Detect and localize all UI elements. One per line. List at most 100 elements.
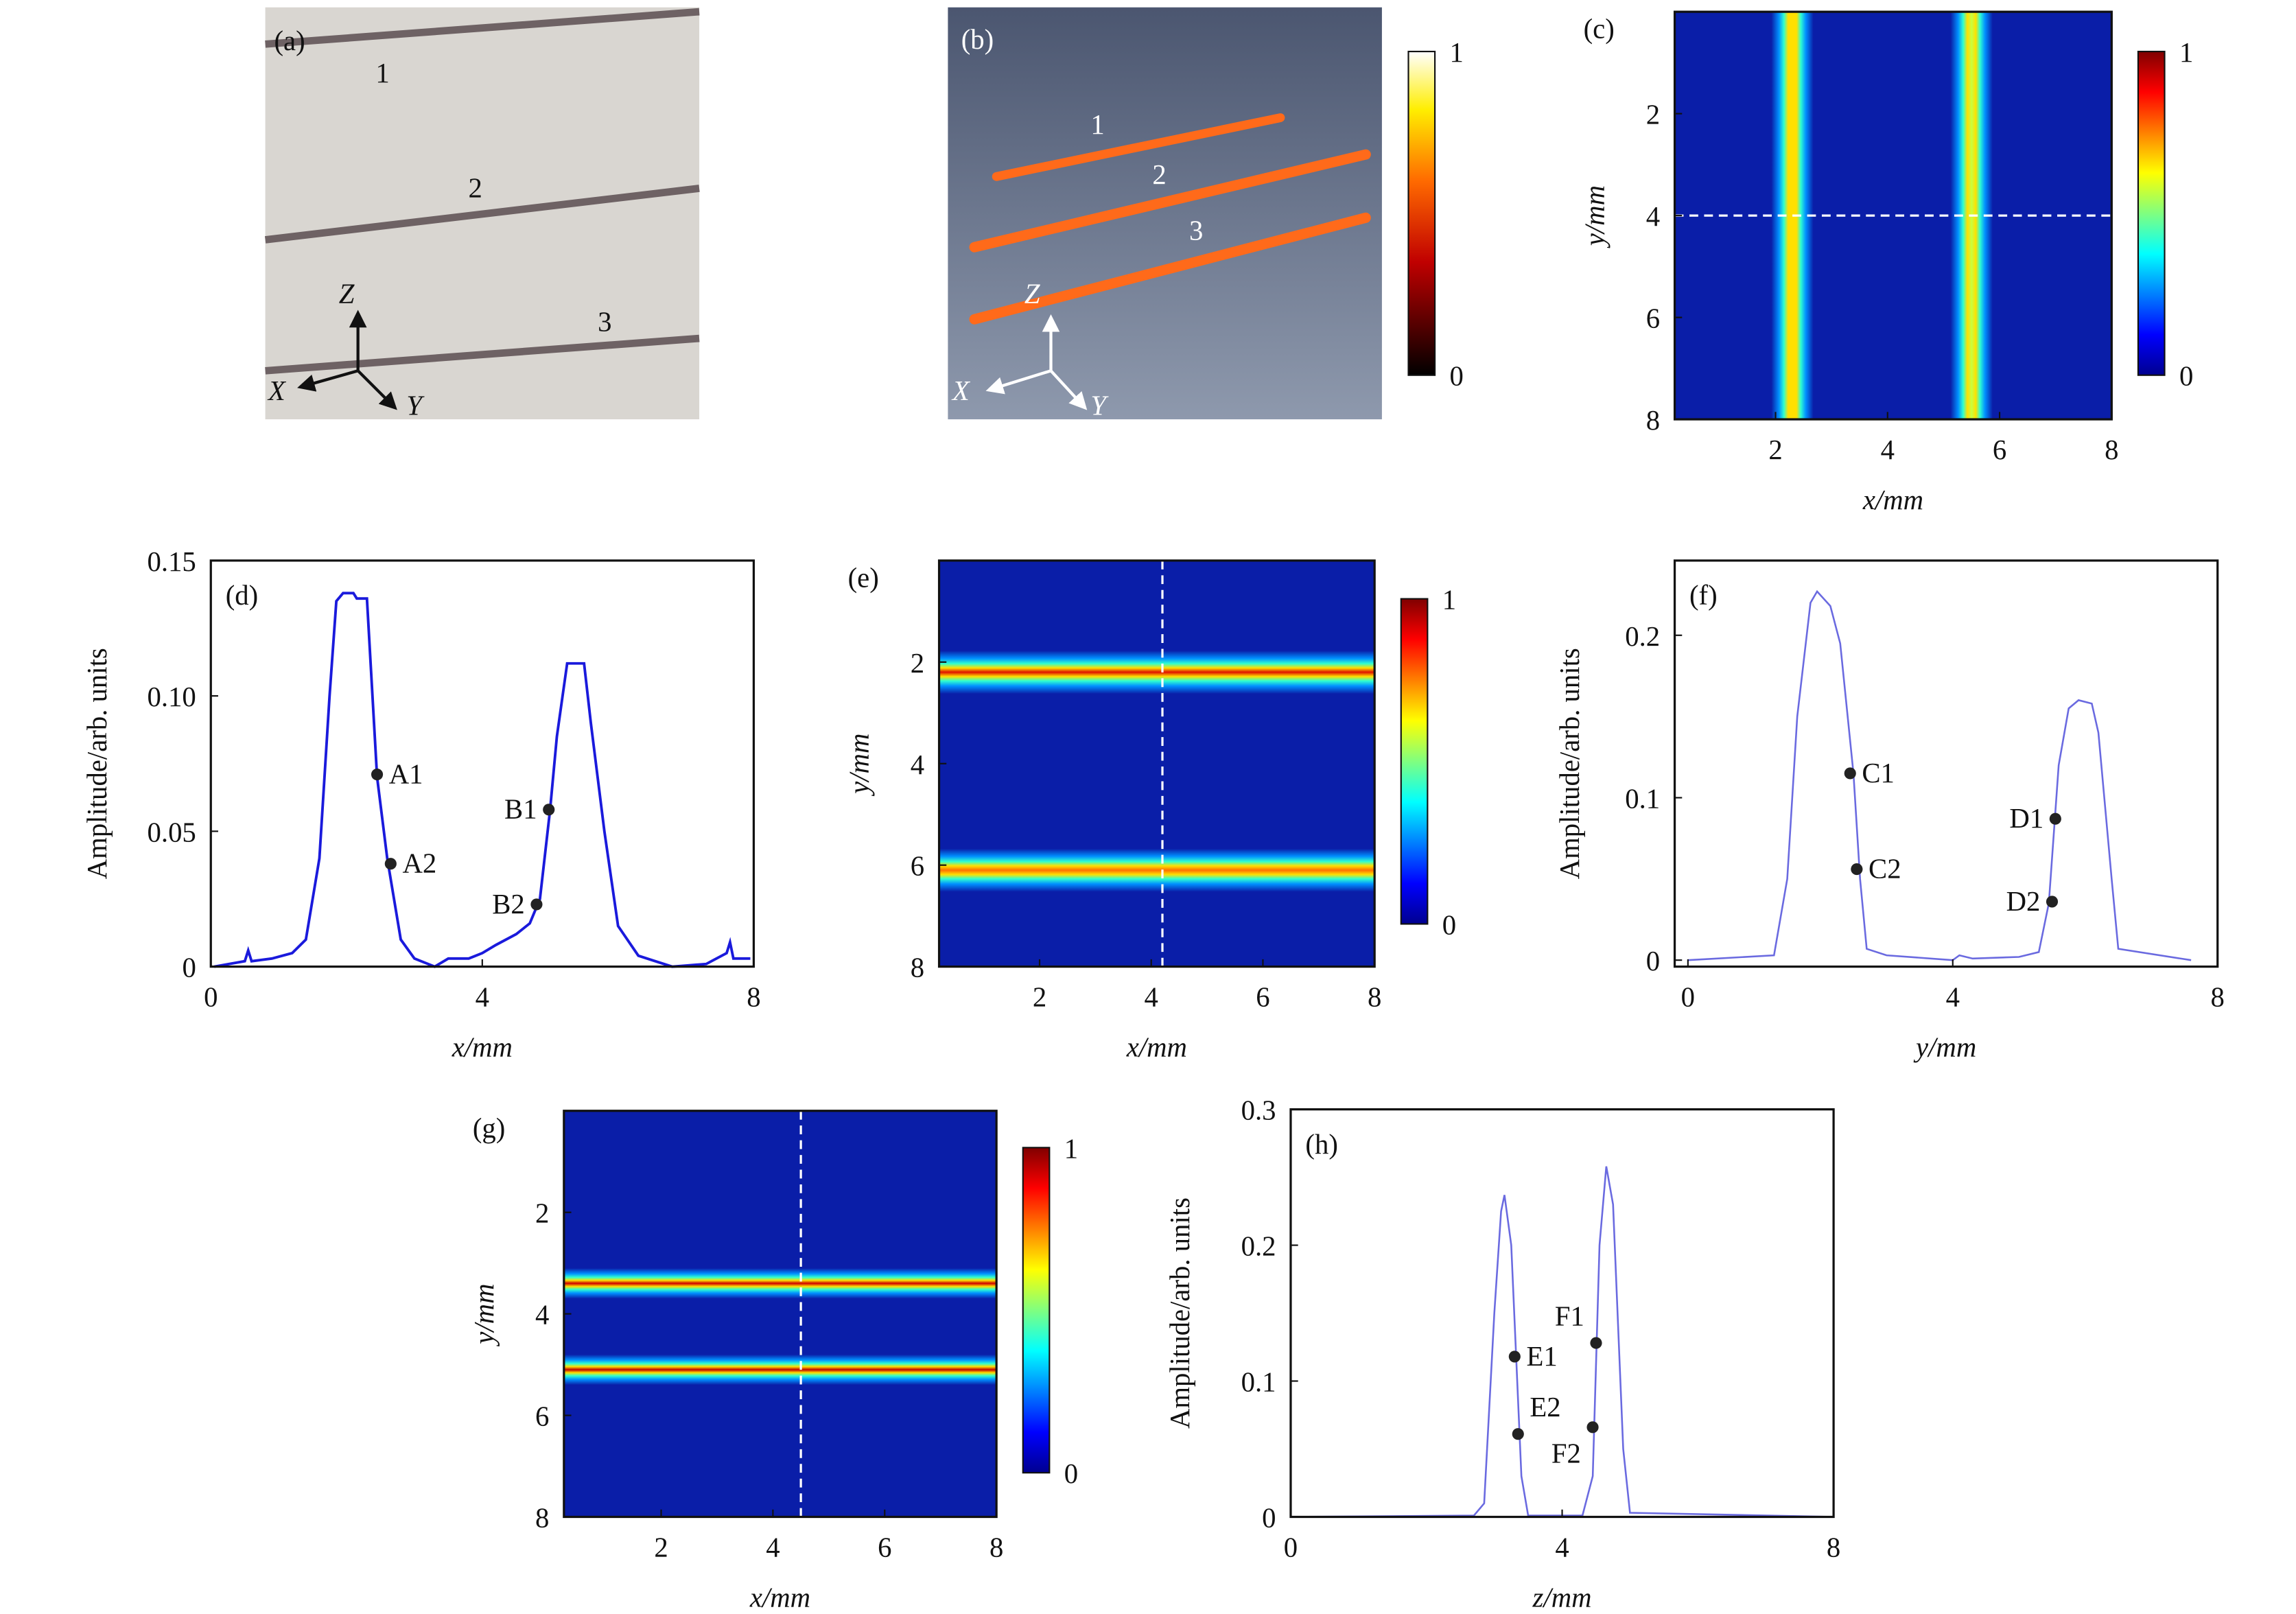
colorbar-tick-min: 0 [1442,909,1456,940]
channel-line-2 [264,185,700,244]
x-tick-label: 2 [654,1532,668,1563]
chart-panel-e: 1 0 (e) 2 4 6 8 2 4 6 8 x/mm y/mm [844,559,1456,1062]
data-marker-B1 [543,804,555,816]
y-tick-label: 4 [1646,201,1660,232]
y-tick-label: 0.10 [148,681,196,712]
marker-label: A2 [402,848,436,879]
chart-panel-c: 1 0 (c) 2 4 6 8 2 4 6 8 x/mm y/mm [1580,10,2193,515]
x-axis-title: y/mm [1913,1031,1976,1062]
heatmap-background [563,1110,997,1517]
x-tick-label: 6 [878,1532,891,1563]
data-marker-C1 [1844,767,1856,780]
colorbar-tick-min: 0 [1450,361,1464,392]
marker-label: C2 [1869,853,1901,884]
colorbar-tick-max: 1 [1064,1133,1078,1164]
y-tick-label: 0.15 [148,546,196,577]
marker-label: E1 [1526,1341,1557,1372]
y-tick-label: 8 [1646,405,1660,436]
heatmap-background [1674,12,2112,420]
series-line [213,592,751,968]
axis-x-label: X [951,375,971,406]
axis-z-label: Z [1024,279,1040,309]
data-marker-E2 [1512,1428,1524,1440]
channel-streak-2 [969,149,1371,253]
plot-frame [209,559,755,968]
y-tick-label: 2 [535,1198,549,1229]
panel-label: (e) [848,562,879,593]
y-tick-label: 0.1 [1241,1367,1276,1398]
y-tick-label: 0.05 [148,817,196,847]
colorbar-jet [1022,1147,1051,1474]
x-tick-label: 4 [1946,982,1960,1013]
y-tick-label: 6 [911,851,924,882]
x-tick-label: 4 [766,1532,780,1563]
chart-panel-d: A1 A2 B1 B2 (d) Amplitude/arb. units 0 4 8 0 0.05 0… [82,546,761,1063]
x-tick-label: 8 [1827,1532,1840,1563]
y-tick-label: 0.2 [1241,1231,1276,1262]
channel-number: 1 [375,58,389,89]
y-axis-title: y/mm [844,734,875,797]
charts-layer: 1 0 (c) 2 4 6 8 2 4 6 8 x/mm y/mm A1 A2 B1 B2 (d) Amplitud… [82,10,2225,1613]
data-marker-E1 [1508,1350,1521,1363]
heatmap-band [939,848,1375,892]
marker-label: D2 [2006,886,2041,917]
marker-label: A1 [389,758,423,789]
x-axis-title: z/mm [1532,1582,1592,1613]
data-marker-A1 [371,768,384,781]
y-tick-label: 0 [182,952,196,983]
x-axis-title: x/mm [452,1031,513,1062]
x-axis-title: x/mm [1862,484,1923,515]
marker-label: E2 [1530,1392,1560,1423]
heatmap-band [1771,12,1814,420]
heatmap-band [563,1354,997,1385]
data-marker-D2 [2046,896,2059,908]
y-tick-label: 0.2 [1625,621,1660,652]
colorbar-hot [1407,50,1436,376]
colorbar-tick-min: 0 [1064,1458,1078,1489]
x-tick-label: 8 [989,1532,1003,1563]
chart-panel-f: C1 C2 D1 D2 (f) Amplitude/arb. units 0 4 8 0 0.1 0.… [1554,559,2225,1062]
data-marker-F2 [1586,1421,1599,1434]
channel-number: 2 [1152,159,1166,190]
heatmap-background [939,560,1375,967]
x-tick-label: 4 [1881,434,1895,465]
panel-label: (b) [961,24,994,55]
y-tick-label: 4 [535,1300,549,1331]
x-tick-label: 8 [1368,982,1381,1013]
y-axis-title: y/mm [469,1284,500,1347]
axes-triad-icon [297,309,397,410]
channel-line-3 [265,334,700,375]
data-marker-C2 [1851,863,1863,876]
panel-label: (f) [1689,580,1718,611]
colorbar-tick-max: 1 [1442,585,1456,616]
y-tick-label: 6 [1646,303,1660,334]
channel-streak-3 [969,212,1371,325]
panel-label: (d) [226,580,258,611]
y-tick-label: 0.3 [1241,1095,1276,1126]
y-axis-title: Amplitude/arb. units [82,648,113,879]
plot-frame [1673,559,2219,968]
marker-label: B2 [492,889,525,920]
data-marker-A2 [384,858,397,870]
panel-a-photo: (a) 1 2 3 Z X Y [264,7,700,421]
y-tick-label: 0 [1646,946,1660,976]
axis-z-label: Z [339,279,355,309]
heatmap-band [563,1268,997,1299]
channel-number: 1 [1090,109,1104,140]
x-tick-label: 2 [1768,434,1782,465]
marker-label: B1 [504,794,537,825]
colorbar-tick-max: 1 [1450,37,1464,68]
marker-label: F1 [1555,1300,1584,1331]
x-tick-label: 4 [1145,982,1158,1013]
channel-number: 3 [598,306,611,337]
chart-panel-h: E1 E2 F1 F2 (h) Amplitude/arb. units 0 4 8 0 0.1 0.… [1164,1095,1840,1613]
axes-triad-icon [985,314,1088,410]
series-line [1290,1166,1834,1518]
x-tick-label: 0 [1681,982,1695,1013]
x-tick-label: 0 [1284,1532,1298,1563]
y-tick-label: 2 [911,648,924,679]
panel-b-render: (b) 1 2 3 Z X Y 1 0 [948,7,1464,421]
marker-label: C1 [1862,758,1895,788]
y-tick-label: 6 [535,1401,549,1432]
